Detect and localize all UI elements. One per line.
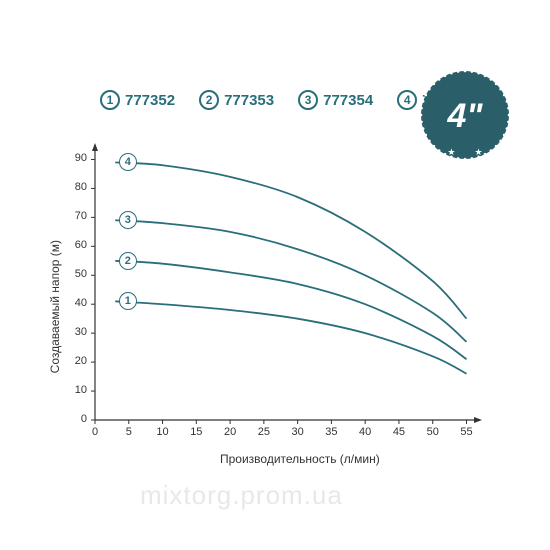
legend-item-3: 3 777354 xyxy=(298,90,373,110)
y-axis-label: Создаваемый напор (м) xyxy=(48,240,62,373)
legend: 1777352277735337773544777355 xyxy=(100,90,472,110)
x-tick-label: 35 xyxy=(321,426,341,438)
y-tick-label: 10 xyxy=(67,384,87,396)
x-tick-label: 30 xyxy=(288,426,308,438)
legend-circle-icon: 4 xyxy=(397,90,417,110)
x-tick-label: 25 xyxy=(254,426,274,438)
x-tick-label: 10 xyxy=(153,426,173,438)
legend-circle-icon: 3 xyxy=(298,90,318,110)
legend-label: 777352 xyxy=(125,92,175,109)
watermark-text: mixtorg.prom.ua xyxy=(140,480,343,511)
legend-label: 777354 xyxy=(323,92,373,109)
x-tick-label: 55 xyxy=(456,426,476,438)
curve-marker-4: 4 xyxy=(119,153,137,171)
x-tick-label: 50 xyxy=(423,426,443,438)
curve-1 xyxy=(115,301,466,373)
y-tick-label: 90 xyxy=(67,152,87,164)
legend-circle-icon: 2 xyxy=(199,90,219,110)
legend-label: 777353 xyxy=(224,92,274,109)
x-tick-label: 0 xyxy=(85,426,105,438)
y-tick-label: 80 xyxy=(67,181,87,193)
curve-2 xyxy=(115,261,466,359)
curve-3 xyxy=(115,220,466,342)
curve-marker-2: 2 xyxy=(119,252,137,270)
legend-item-1: 1 777352 xyxy=(100,90,175,110)
legend-circle-icon: 1 xyxy=(100,90,120,110)
y-tick-label: 60 xyxy=(67,239,87,251)
x-axis-label: Производительность (л/мин) xyxy=(220,452,380,466)
curve-marker-1: 1 xyxy=(119,292,137,310)
badge-value: 4" xyxy=(446,97,483,135)
x-tick-label: 40 xyxy=(355,426,375,438)
legend-item-2: 2 777353 xyxy=(199,90,274,110)
y-tick-label: 20 xyxy=(67,355,87,367)
y-tick-label: 40 xyxy=(67,297,87,309)
y-tick-label: 50 xyxy=(67,268,87,280)
curve-4 xyxy=(115,162,466,318)
curve-marker-3: 3 xyxy=(119,211,137,229)
x-tick-label: 20 xyxy=(220,426,240,438)
x-tick-label: 5 xyxy=(119,426,139,438)
x-tick-label: 15 xyxy=(186,426,206,438)
y-tick-label: 70 xyxy=(67,210,87,222)
chart-container: 1777352277735337773544777355 ДИАМЕТР НАС… xyxy=(0,0,550,550)
chart-plot-area xyxy=(85,140,485,430)
y-tick-label: 0 xyxy=(67,413,87,425)
x-tick-label: 45 xyxy=(389,426,409,438)
y-tick-label: 30 xyxy=(67,326,87,338)
